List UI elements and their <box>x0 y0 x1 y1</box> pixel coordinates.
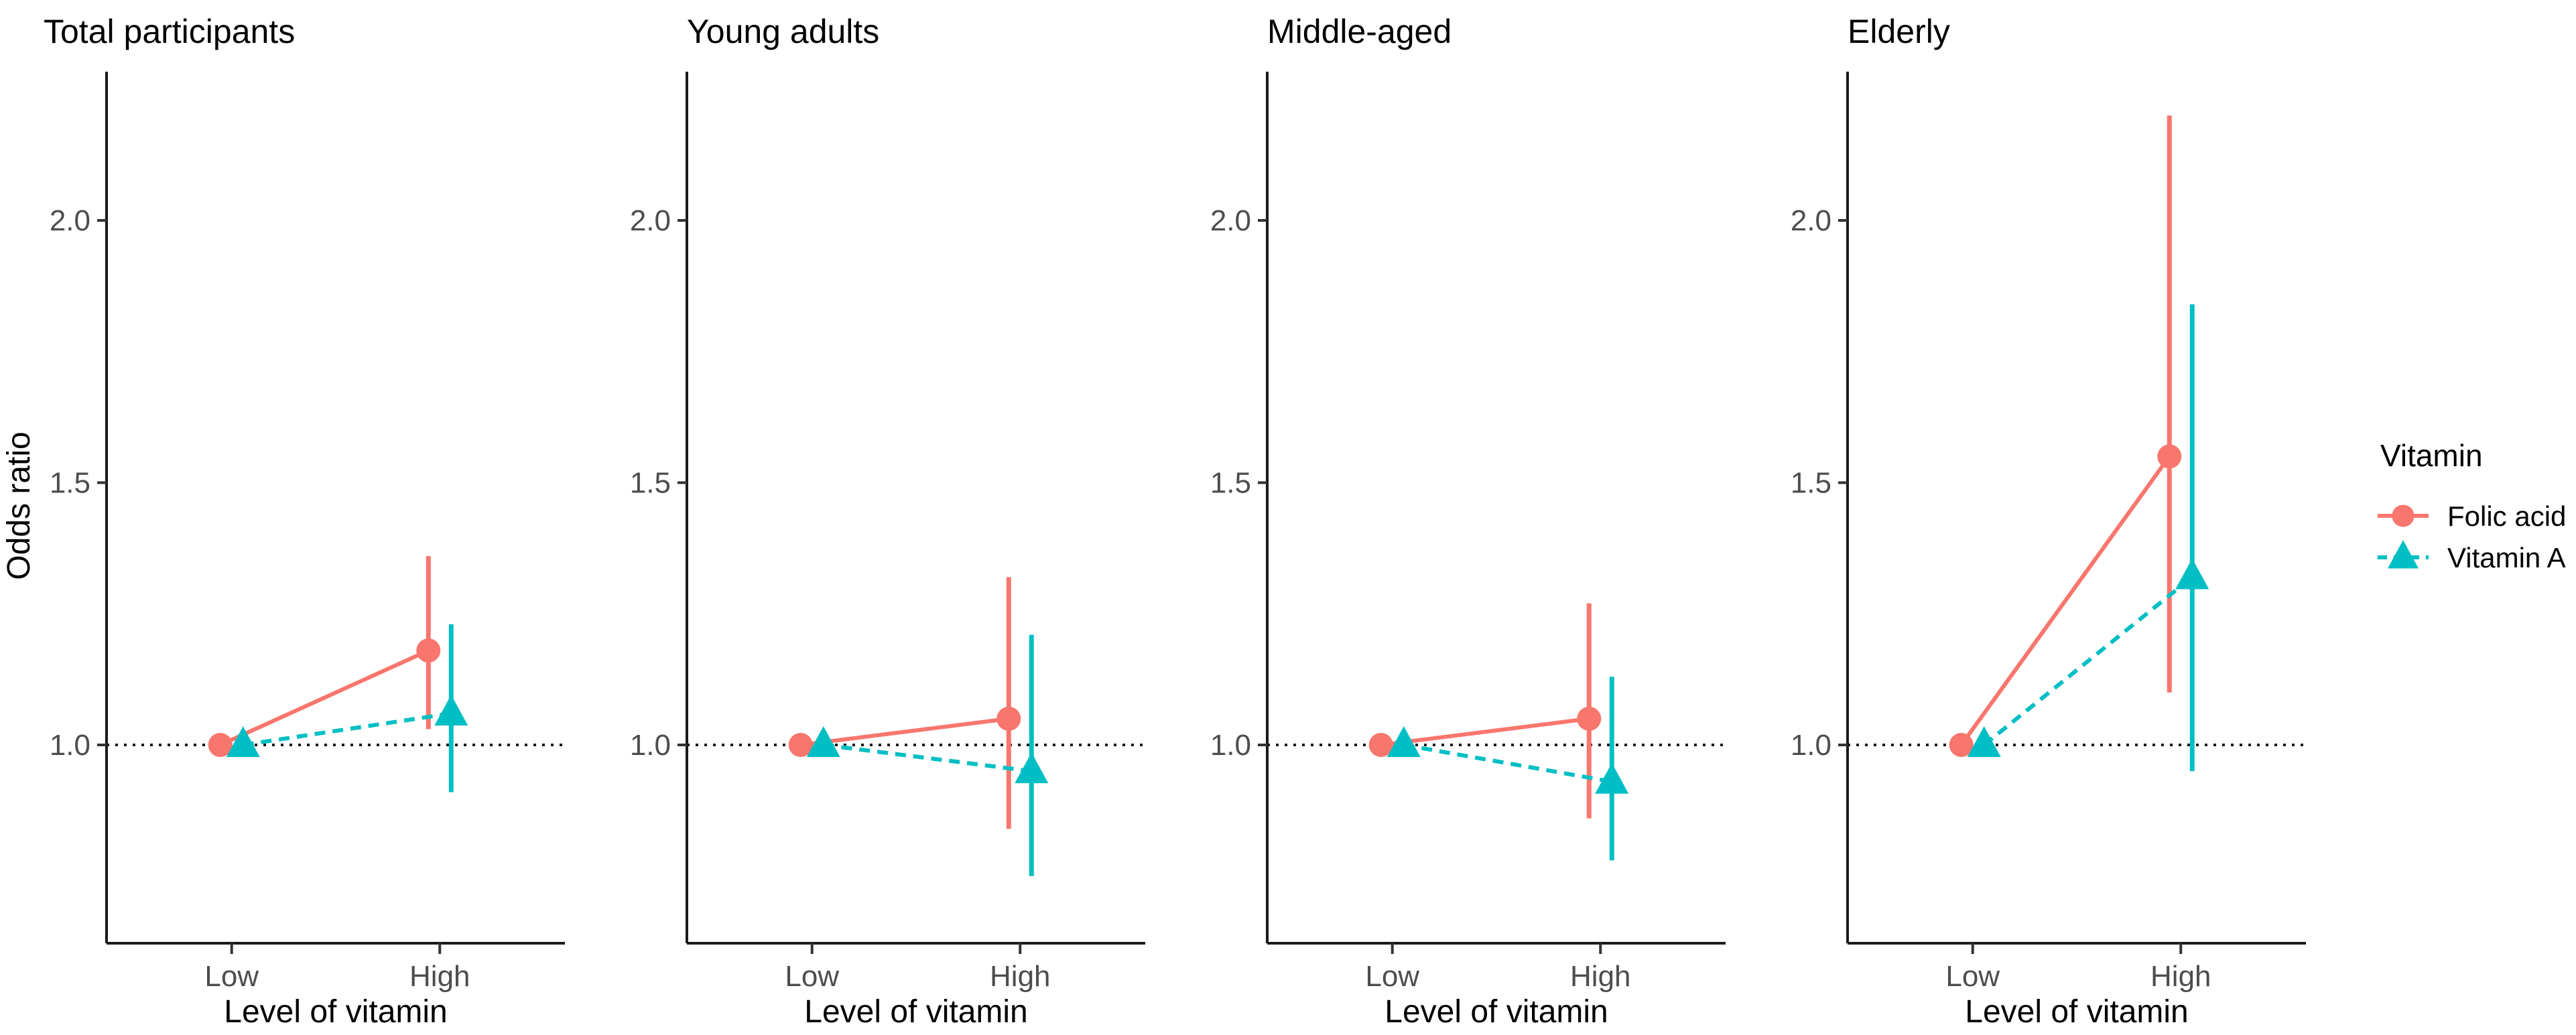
facet-panel-total-participants: Total participants 1.0 1.5 2.0 Low HighLevel … <box>44 13 565 1030</box>
x-tick-label: High <box>2150 960 2211 993</box>
folic-acid-marker <box>996 706 1021 731</box>
legend-title: Vitamin <box>2380 438 2483 473</box>
legend-item-vitamin-a: Vitamin A <box>2378 540 2566 573</box>
x-tick-label: Low <box>204 960 259 993</box>
y-tick-label: 1.0 <box>1791 729 1831 762</box>
x-tick-label: Low <box>1945 960 2000 993</box>
facet-title: Young adults <box>687 13 879 50</box>
facet-title: Total participants <box>44 13 295 50</box>
vitamin-a-line <box>243 711 452 747</box>
x-tick-label: High <box>1570 960 1631 993</box>
x-axis-title: Level of vitamin <box>1384 994 1608 1030</box>
facet-title: Elderly <box>1848 13 1950 50</box>
vitamin-a-marker <box>434 695 468 726</box>
x-tick-label: Low <box>785 960 839 993</box>
y-tick-label: 2.0 <box>50 204 90 237</box>
vitamin-a-marker <box>1015 752 1049 784</box>
folic-acid-marker <box>208 733 233 757</box>
y-tick-label: 1.0 <box>1210 729 1251 762</box>
legend: Vitamin Folic acid Vitamin A <box>2378 438 2566 573</box>
vitamin-a-marker <box>226 726 260 757</box>
y-tick-label: 2.0 <box>1791 204 1831 237</box>
folic-acid-marker <box>2157 444 2182 469</box>
folic-acid-marker <box>1577 706 1602 731</box>
x-tick-label: High <box>409 960 470 993</box>
y-tick-label: 2.0 <box>630 204 671 237</box>
folic-acid-line <box>1959 455 2171 746</box>
facet-title: Middle-aged <box>1267 13 1452 50</box>
x-axis-title: Level of vitamin <box>224 994 448 1030</box>
vitamin-a-legend-marker <box>2388 540 2419 569</box>
y-tick-label: 1.0 <box>50 729 90 762</box>
y-tick-label: 1.5 <box>1791 467 1831 500</box>
folic-acid-marker <box>788 733 813 757</box>
vitamin-a-marker <box>2175 558 2209 590</box>
x-tick-label: Low <box>1365 960 1419 993</box>
y-tick-label: 1.0 <box>630 729 671 762</box>
folic-acid-marker <box>1949 733 1974 757</box>
y-tick-label: 2.0 <box>1210 204 1251 237</box>
folic-acid-line <box>800 716 1009 747</box>
y-tick-label: 1.5 <box>1210 467 1251 500</box>
vitamin-a-line <box>1403 743 1612 784</box>
folic-acid-line <box>219 648 430 747</box>
legend-label: Folic acid <box>2447 500 2566 532</box>
x-axis-title: Level of vitamin <box>1965 994 2189 1030</box>
folic-acid-marker <box>1368 733 1393 757</box>
vitamin-a-line <box>1982 575 2194 747</box>
y-tick-label: 1.5 <box>50 467 90 500</box>
vitamin-a-marker <box>1967 726 2001 757</box>
vitamin-a-line <box>823 743 1032 774</box>
folic-acid-legend-marker <box>2392 504 2414 527</box>
vitamin-a-marker <box>1595 762 1629 794</box>
legend-item-folic-acid: Folic acid <box>2378 500 2566 532</box>
vitamin-a-marker <box>806 726 840 757</box>
y-tick-label: 1.5 <box>630 467 671 500</box>
y-axis-title: Odds ratio <box>1 431 37 579</box>
legend-label: Vitamin A <box>2447 542 2566 573</box>
x-axis-title: Level of vitamin <box>804 994 1028 1030</box>
vitamin-a-marker <box>1387 726 1421 757</box>
x-tick-label: High <box>990 960 1051 993</box>
folic-acid-marker <box>416 638 441 663</box>
folic-acid-line <box>1380 716 1590 747</box>
